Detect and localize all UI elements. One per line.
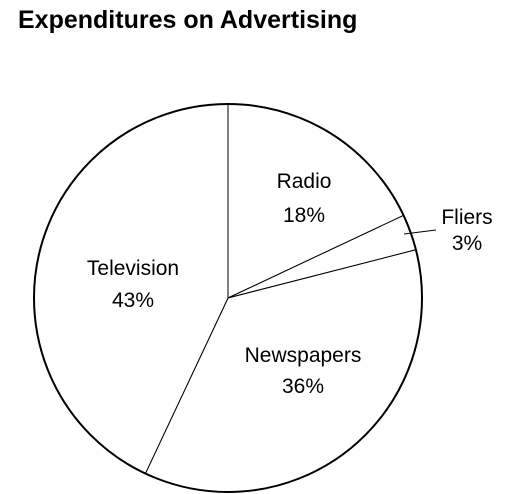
slice-percent-radio: 18%: [283, 204, 325, 227]
chart-title: Expenditures on Advertising: [18, 6, 358, 34]
slice-percent-fliers: 3%: [452, 232, 482, 255]
slices-layer: [33, 103, 423, 493]
slice-percent-television: 43%: [112, 289, 154, 312]
slice-label-newspapers: Newspapers: [245, 344, 362, 367]
leader-line-fliers: [403, 229, 437, 235]
labels-layer: Radio 18% Fliers 3% Newspapers 36% Television 4…: [87, 170, 493, 398]
slice-label-television: Television: [87, 257, 179, 280]
slice-label-fliers: Fliers: [441, 206, 492, 229]
pie-outline: [33, 103, 423, 493]
slice-percent-newspapers: 36%: [282, 375, 324, 398]
slice-label-radio: Radio: [277, 170, 332, 193]
